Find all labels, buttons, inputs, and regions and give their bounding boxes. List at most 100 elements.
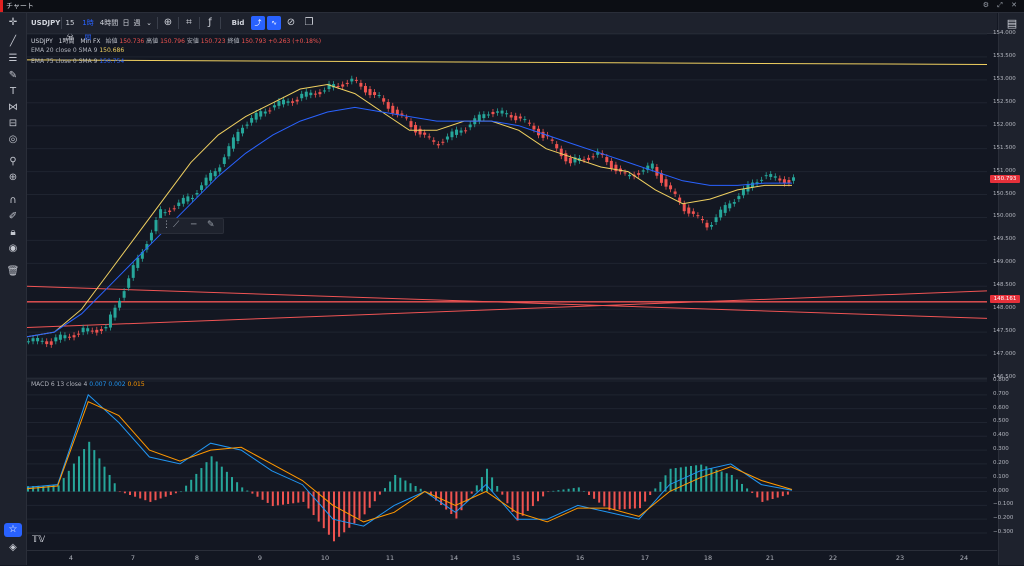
macd-histogram-bar — [786, 491, 789, 495]
chart-area[interactable] — [26, 33, 997, 550]
macd-histogram-bar — [674, 468, 677, 492]
pattern-icon[interactable]: ⋈ — [8, 102, 18, 113]
price-source-bid[interactable]: Bid — [231, 19, 245, 27]
drag-handle-icon[interactable]: ⋮ — [162, 220, 171, 230]
price-chart-svg[interactable] — [26, 33, 997, 550]
layout-icon[interactable]: ▤ — [1006, 17, 1018, 30]
macd-histogram-bar — [302, 491, 305, 502]
candle-body — [63, 335, 67, 339]
interval-day[interactable]: 日 — [122, 19, 130, 27]
horizontal-lines-icon[interactable]: ☰ — [8, 53, 18, 64]
price-axis-label: 154.000 — [993, 30, 1016, 36]
crosshair-icon[interactable]: ✛ — [8, 17, 18, 28]
macd-histogram-bar — [378, 491, 381, 495]
macd-histogram-bar — [231, 477, 233, 492]
candle-body — [710, 224, 714, 227]
candle-body — [773, 176, 777, 178]
price-legend: USDJPY 1時間 Min FX 始値 150.736 高値 150.796 … — [31, 36, 321, 45]
candle-body — [673, 191, 677, 194]
macd-histogram-bar — [32, 486, 35, 492]
add-indicator-icon[interactable]: ⊕ — [163, 17, 173, 28]
candle-body — [309, 92, 313, 96]
macd-axis-label: 0.400 — [993, 432, 1009, 439]
interval-15m[interactable]: 15分 — [65, 19, 75, 41]
horizontal-ray-icon[interactable]: ─ — [191, 220, 197, 230]
interval-4h[interactable]: 4時間 — [99, 19, 119, 27]
macd-histogram-bar — [531, 491, 534, 507]
candle-body — [427, 136, 431, 138]
time-axis-label: 10 — [320, 554, 330, 562]
window-controls[interactable]: ⚙ ⤢ ✕ — [982, 1, 1020, 9]
candle-body — [646, 165, 650, 171]
candle-body — [555, 144, 559, 149]
zoom-icon[interactable]: ⊕ — [8, 172, 18, 183]
time-axis: 4 7 8 9 10 11 14 15 16 17 18 21 22 23 24 — [27, 550, 997, 566]
legend-open-label: 始値 — [105, 38, 118, 45]
macd-histogram-bar — [292, 491, 295, 504]
macd-histogram-bar — [42, 485, 45, 492]
candle-body — [659, 173, 663, 183]
macd-histogram-bar — [644, 491, 647, 502]
macd-histogram-bar — [639, 491, 641, 509]
macd-histogram-bar — [190, 479, 193, 492]
current-price-badge: 150.793 — [990, 175, 1020, 183]
layers-icon[interactable]: ◈ — [9, 542, 17, 553]
candle-body — [550, 139, 554, 141]
chart-top-toolbar: USDJPY 15分 1時間 4時間 日 週 ⌄ ⊕ ⌗ ƒ Bid ⤴ ∿ ⊘… — [27, 13, 997, 41]
candle-body — [250, 118, 254, 123]
lock-drawing-icon[interactable]: ✐ — [8, 211, 18, 222]
compare-icon[interactable]: ⌗ — [186, 17, 192, 28]
candle-body — [741, 188, 745, 196]
macd-histogram-bar — [542, 491, 545, 497]
candle-body — [195, 192, 199, 195]
macd-histogram-bar — [154, 491, 157, 501]
candle-body — [582, 159, 586, 161]
candle-body — [792, 177, 795, 181]
window-icon[interactable]: ❐ — [304, 17, 314, 28]
time-axis-label: 22 — [828, 554, 838, 562]
pencil-icon[interactable]: ✎ — [207, 220, 215, 230]
macd-histogram-bar — [307, 491, 310, 509]
magnet-icon[interactable]: ∩ — [9, 195, 17, 206]
candle-body — [386, 102, 390, 109]
candle-body — [382, 98, 386, 102]
trendline-icon[interactable]: ╱ — [9, 36, 17, 47]
interval-1h[interactable]: 1時間 — [82, 19, 94, 41]
symbol-button[interactable]: USDJPY — [31, 19, 61, 27]
wave-chart-icon[interactable]: ∿ — [267, 16, 281, 30]
candle-body — [755, 182, 759, 184]
macd-histogram-bar — [409, 483, 412, 492]
candle-body — [241, 127, 245, 134]
macd-histogram-bar — [236, 482, 239, 492]
macd-histogram-bar — [169, 491, 172, 495]
trendline-tool-icon[interactable]: ⟋ — [173, 220, 180, 230]
measure-icon[interactable]: ⚲ — [9, 156, 17, 167]
trash-icon[interactable]: 🗑︎ — [6, 266, 20, 277]
candle-body — [254, 112, 258, 120]
candle-body — [669, 185, 673, 190]
favorite-star-icon[interactable]: ☆ — [4, 523, 22, 537]
brush-icon[interactable]: ✎ — [8, 70, 18, 81]
chevron-down-icon[interactable]: ⌄ — [146, 19, 152, 27]
candle-body — [373, 92, 377, 96]
shapes-icon[interactable]: ◎ — [8, 134, 18, 145]
text-icon[interactable]: T — [9, 86, 17, 97]
macd-histogram-bar — [215, 461, 218, 492]
macd-histogram-bar — [185, 485, 188, 492]
lock-icon[interactable]: 🔒︎ — [10, 227, 16, 238]
line-chart-icon[interactable]: ⤴ — [251, 16, 265, 30]
macd-histogram-bar — [251, 491, 254, 494]
candle-body — [655, 167, 659, 176]
candle-body — [118, 300, 122, 308]
macd-histogram-bar — [149, 491, 152, 502]
legend-close-label: 終値 — [227, 38, 240, 45]
indicators-icon[interactable]: ƒ — [208, 17, 212, 28]
ruler-icon[interactable]: ⊟ — [8, 118, 18, 129]
candle-body — [482, 114, 486, 119]
divider — [178, 17, 179, 29]
eye-icon[interactable]: ◉ — [8, 243, 18, 254]
compass-icon[interactable]: ⊘ — [286, 17, 296, 28]
drawing-float-toolbar: ⋮ ⟋ ─ ✎ — [158, 218, 224, 234]
macd-histogram-bar — [486, 468, 488, 492]
interval-week[interactable]: 週 — [133, 19, 141, 27]
